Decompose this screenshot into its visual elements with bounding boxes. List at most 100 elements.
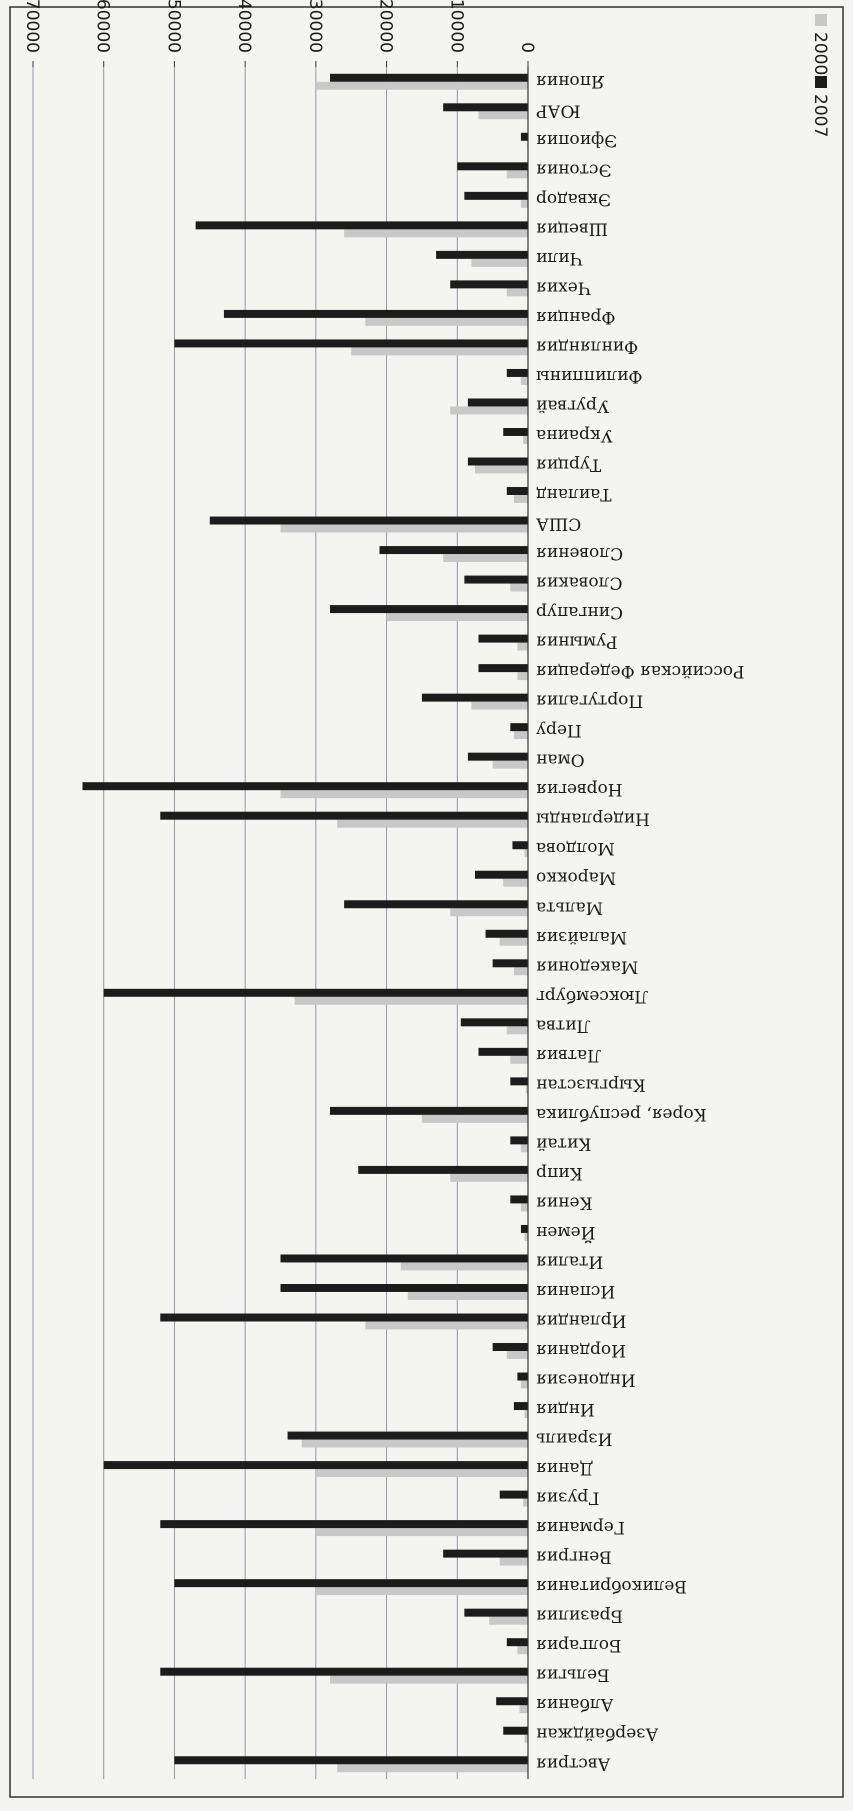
category-label: Индия	[536, 1399, 595, 1419]
legend-swatch	[815, 76, 827, 88]
bar-2007	[358, 1165, 528, 1174]
bar-2007	[506, 487, 528, 495]
bar-2000	[450, 406, 528, 415]
bar-2007	[103, 1461, 528, 1470]
bar-2007	[467, 457, 528, 466]
bar-2000	[510, 1055, 528, 1064]
bar-2007	[510, 1195, 528, 1204]
chart-rotated-frame: 0 10000 20000 30000 40000 50000 60000 70000 Авс…	[9, 0, 844, 1798]
bar-2000	[523, 1498, 528, 1507]
bar-2000	[351, 347, 528, 356]
chart-border	[9, 6, 844, 1798]
bar-2000	[280, 524, 528, 533]
category-label: Кипр	[536, 1163, 583, 1183]
category-label: Корея, республика	[536, 1104, 707, 1124]
bar-2000	[499, 1557, 528, 1566]
bar-2000	[523, 435, 528, 444]
bar-2000	[506, 1026, 528, 1035]
bar-2000	[520, 199, 528, 208]
category-label: Латвия	[536, 1045, 601, 1065]
bar-2007	[492, 1343, 528, 1351]
bar-2007	[513, 1402, 528, 1411]
bar-2000	[492, 760, 528, 769]
category-label: Молдова	[536, 838, 615, 858]
category-label: Румыния	[536, 632, 618, 652]
bar-2000	[506, 170, 528, 179]
bar-2007	[330, 605, 528, 614]
category-label: Эквадор	[536, 189, 611, 209]
bar-2007	[344, 900, 528, 909]
bar-2000	[519, 1705, 528, 1714]
category-label: Германия	[536, 1517, 625, 1537]
bar-2000	[520, 1203, 528, 1212]
bar-2000	[337, 819, 528, 828]
bar-2007	[517, 1372, 528, 1381]
bar-2000	[471, 258, 528, 267]
bar-2000	[524, 1232, 528, 1241]
category-label: ЮАР	[536, 100, 581, 120]
bar-2007	[467, 752, 528, 761]
bar-2007	[464, 575, 528, 584]
category-label: Бразилия	[536, 1606, 623, 1626]
bar-2000	[499, 937, 528, 946]
category-label: Украина	[536, 425, 613, 445]
category-label: Китай	[536, 1133, 591, 1153]
bar-2007	[280, 1254, 528, 1263]
bar-2007	[478, 1047, 528, 1056]
category-label: Испания	[536, 1281, 615, 1301]
bar-2007	[510, 1136, 528, 1145]
bar-2000	[513, 967, 528, 976]
tick-label: 50000	[163, 0, 183, 53]
category-label: Албания	[536, 1694, 613, 1714]
legend-label: 2000	[810, 32, 830, 75]
bar-2007	[499, 1490, 528, 1499]
bar-2000	[443, 554, 528, 563]
bar-2000	[524, 849, 528, 858]
bar-2000	[517, 672, 528, 681]
bar-2007	[464, 1608, 528, 1617]
category-label: Люксембург	[536, 986, 649, 1006]
category-label: Македония	[536, 956, 638, 976]
category-label: Венгрия	[536, 1547, 612, 1567]
tick-label: 30000	[305, 0, 325, 53]
category-label: Словения	[536, 543, 623, 563]
bar-2007	[496, 1697, 528, 1706]
category-label: Швеция	[536, 218, 608, 238]
bar-2000	[450, 1173, 528, 1182]
category-label: Индонезия	[536, 1370, 636, 1390]
bar-2000	[365, 317, 528, 326]
bar-2007	[512, 841, 528, 850]
bar-2000	[294, 996, 528, 1005]
bar-2007	[485, 929, 528, 938]
category-label: Италия	[536, 1251, 603, 1271]
bar-2000	[315, 1587, 528, 1596]
category-label: Болгария	[536, 1635, 622, 1655]
tick-label: 10000	[446, 0, 466, 53]
bar-2000	[450, 908, 528, 917]
bar-2007	[103, 988, 528, 997]
bar-2000	[344, 229, 528, 238]
bar-2007	[174, 339, 528, 348]
category-label: США	[536, 514, 581, 534]
bar-2007	[510, 1077, 528, 1086]
category-label: Иордания	[536, 1340, 626, 1360]
bar-2007	[478, 634, 528, 643]
bar-2000	[400, 1262, 528, 1271]
bar-2007	[421, 693, 528, 702]
bar-2000	[315, 1469, 528, 1478]
bar-2007	[280, 1283, 528, 1292]
bar-2000	[301, 1439, 528, 1448]
legend-swatch	[815, 14, 827, 26]
bar-2007	[450, 280, 528, 289]
bar-2007	[464, 191, 528, 200]
category-label: Уругвай	[536, 395, 609, 415]
bar-2000	[520, 376, 528, 385]
bar-2007	[223, 309, 528, 318]
legend: 2000 2007	[810, 14, 830, 137]
bars	[82, 73, 528, 1773]
bar-2007	[457, 162, 528, 171]
category-label: Эстония	[536, 159, 612, 179]
bar-2000	[315, 1528, 528, 1537]
bar-2007	[506, 1638, 528, 1647]
